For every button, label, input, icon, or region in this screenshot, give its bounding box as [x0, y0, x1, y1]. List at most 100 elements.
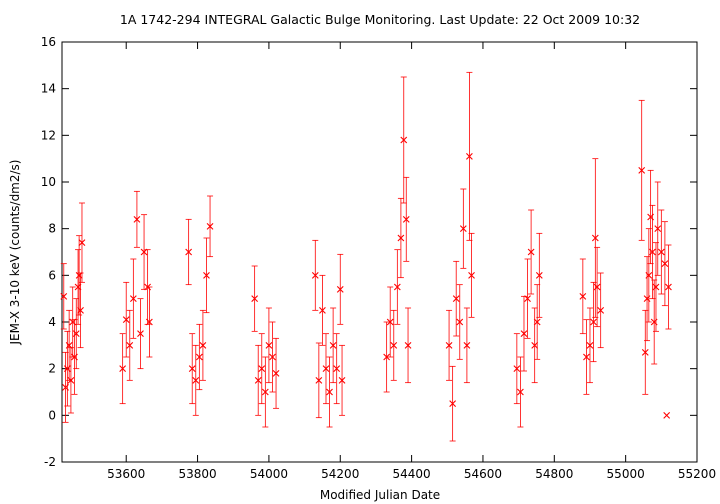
data-point	[641, 309, 649, 395]
data-point	[251, 265, 259, 332]
plot-frame	[61, 41, 698, 463]
marker-stroke	[195, 353, 203, 361]
marker-stroke	[520, 330, 528, 338]
marker-stroke	[663, 411, 671, 419]
marker-stroke	[593, 283, 601, 291]
plot-border	[61, 41, 698, 463]
data-point	[122, 281, 130, 358]
marker-stroke	[452, 295, 460, 303]
data-point	[535, 232, 543, 318]
marker-stroke	[269, 353, 276, 361]
marker-stroke	[333, 365, 341, 373]
y-tick-label: 4	[48, 315, 56, 329]
data-point	[140, 214, 148, 290]
data-point	[74, 249, 82, 325]
data-point	[326, 356, 333, 428]
marker-stroke	[590, 318, 597, 326]
data-point	[195, 323, 203, 391]
data-point	[390, 309, 398, 381]
marker-stroke	[579, 292, 587, 300]
marker-stroke	[649, 248, 656, 256]
data-point	[119, 333, 127, 405]
marker-stroke	[272, 369, 280, 377]
marker-stroke	[586, 341, 594, 349]
data-point	[133, 190, 141, 248]
y-tick-label: 2	[48, 362, 56, 376]
marker-stroke	[645, 271, 653, 279]
marker-stroke	[597, 306, 605, 314]
data-point	[272, 337, 280, 409]
data-series	[60, 71, 672, 442]
marker-stroke	[654, 225, 662, 233]
marker-stroke	[319, 306, 326, 314]
data-point	[329, 307, 337, 384]
data-point	[336, 253, 344, 325]
y-axis: -2 0 2 4 6 8 10 12 14 16	[41, 35, 697, 469]
marker-stroke	[77, 306, 84, 314]
data-point	[531, 307, 539, 384]
data-point	[517, 356, 524, 428]
y-tick-label: 14	[41, 82, 56, 96]
marker-stroke	[146, 318, 153, 326]
marker-stroke	[524, 295, 531, 303]
data-point	[258, 333, 266, 405]
marker-stroke	[404, 341, 412, 349]
y-tick-label: 16	[41, 35, 56, 49]
data-point	[657, 209, 665, 295]
marker-stroke	[591, 234, 599, 242]
x-tick-label: 53600	[107, 467, 145, 481]
data-point	[129, 258, 137, 339]
marker-stroke	[466, 152, 473, 160]
marker-stroke	[535, 271, 543, 279]
marker-stroke	[192, 376, 200, 384]
data-point	[591, 158, 599, 318]
marker-stroke	[72, 330, 80, 338]
data-point	[386, 286, 394, 358]
marker-stroke	[449, 400, 457, 408]
marker-stroke	[119, 365, 127, 373]
data-point	[459, 188, 467, 269]
y-tick-label: 8	[48, 222, 56, 236]
data-point	[663, 411, 671, 419]
marker-stroke	[390, 341, 398, 349]
data-point	[319, 274, 326, 346]
y-tick-label: 12	[41, 128, 56, 142]
marker-stroke	[661, 260, 669, 268]
data-point	[456, 284, 464, 360]
data-point	[146, 286, 153, 358]
marker-stroke	[254, 376, 262, 384]
data-point	[383, 321, 391, 393]
marker-stroke	[445, 341, 453, 349]
data-point	[188, 333, 196, 405]
data-point	[524, 258, 531, 339]
marker-stroke	[188, 365, 196, 373]
marker-stroke	[513, 365, 521, 373]
x-tick-label: 53800	[178, 467, 216, 481]
data-point	[206, 195, 214, 258]
marker-stroke	[583, 353, 590, 361]
data-point	[311, 239, 319, 311]
data-point	[192, 344, 200, 416]
marker-stroke	[397, 234, 405, 242]
marker-stroke	[338, 376, 346, 384]
marker-stroke	[133, 215, 141, 223]
data-point	[60, 263, 68, 330]
data-point	[393, 249, 401, 325]
marker-stroke	[265, 341, 273, 349]
marker-stroke	[456, 318, 464, 326]
marker-stroke	[137, 330, 144, 338]
data-point	[254, 344, 262, 416]
y-tick-label: -2	[44, 455, 56, 469]
data-point	[638, 99, 646, 241]
marker-stroke	[129, 295, 137, 303]
data-point	[597, 272, 605, 349]
marker-stroke	[258, 365, 266, 373]
y-tick-label: 10	[41, 175, 56, 189]
marker-stroke	[322, 365, 330, 373]
data-point	[579, 258, 587, 335]
marker-stroke	[402, 215, 410, 223]
data-point	[463, 307, 471, 384]
data-point	[315, 342, 323, 419]
marker-stroke	[67, 376, 75, 384]
marker-stroke	[383, 353, 391, 361]
